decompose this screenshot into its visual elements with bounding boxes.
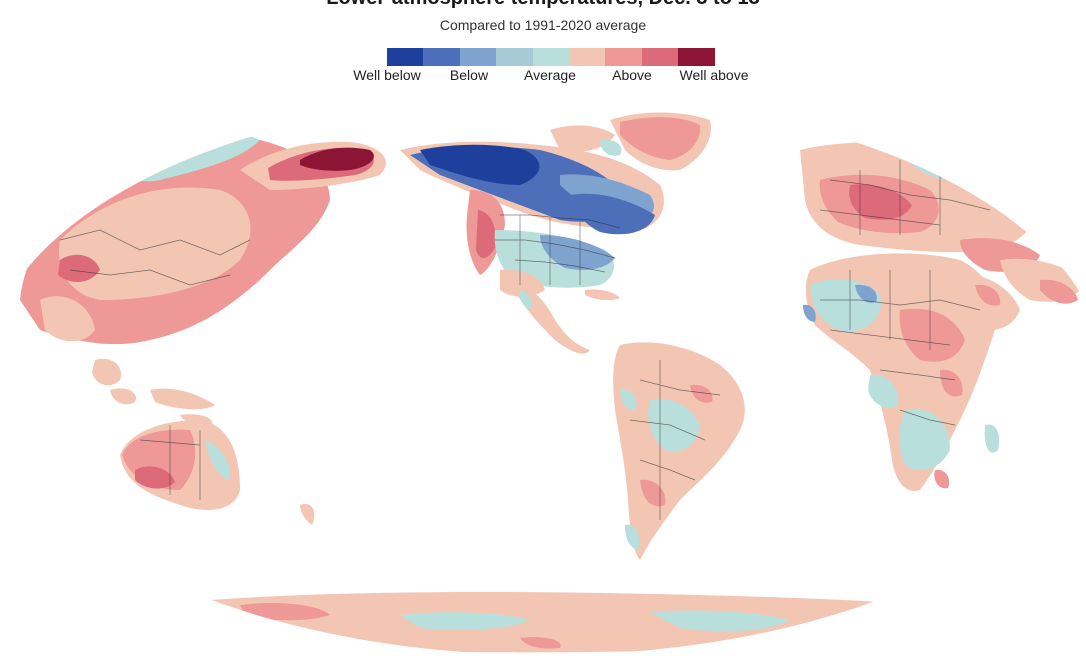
legend-swatch-8	[641, 48, 679, 66]
middle-east	[949, 274, 1020, 330]
north-america-north	[400, 141, 664, 235]
siberia-region	[240, 141, 386, 190]
legend-swatch-5	[532, 48, 569, 66]
south-america	[613, 342, 745, 560]
north-america-central	[494, 230, 615, 297]
australia	[120, 420, 315, 525]
legend-label-well-above: Well above	[679, 67, 749, 83]
legend-swatch-9	[678, 48, 715, 66]
color-legend	[387, 48, 715, 66]
central-america	[510, 280, 620, 354]
legend-label-average: Average	[524, 67, 576, 83]
greenland	[550, 112, 711, 171]
antarctica	[150, 592, 945, 653]
legend-label-above: Above	[612, 67, 652, 83]
chart-subtitle: Compared to 1991-2020 average	[439, 17, 647, 33]
legend-swatch-7	[605, 48, 642, 66]
legend-label-well-below: Well below	[353, 67, 421, 83]
legend-swatch-4	[496, 48, 533, 66]
chart-title: Lower-atmosphere temperatures, Dec. 3 to…	[0, 0, 1086, 10]
legend-swatch-1	[387, 48, 424, 66]
legend-swatch-2	[423, 48, 460, 66]
legend-swatch-3	[459, 48, 497, 66]
legend-swatch-6	[568, 48, 606, 66]
north-america-west	[466, 190, 505, 275]
legend-label-below: Below	[449, 67, 489, 83]
africa	[803, 253, 1000, 491]
world-temperature-map	[20, 112, 1085, 653]
country-borders	[59, 160, 991, 520]
